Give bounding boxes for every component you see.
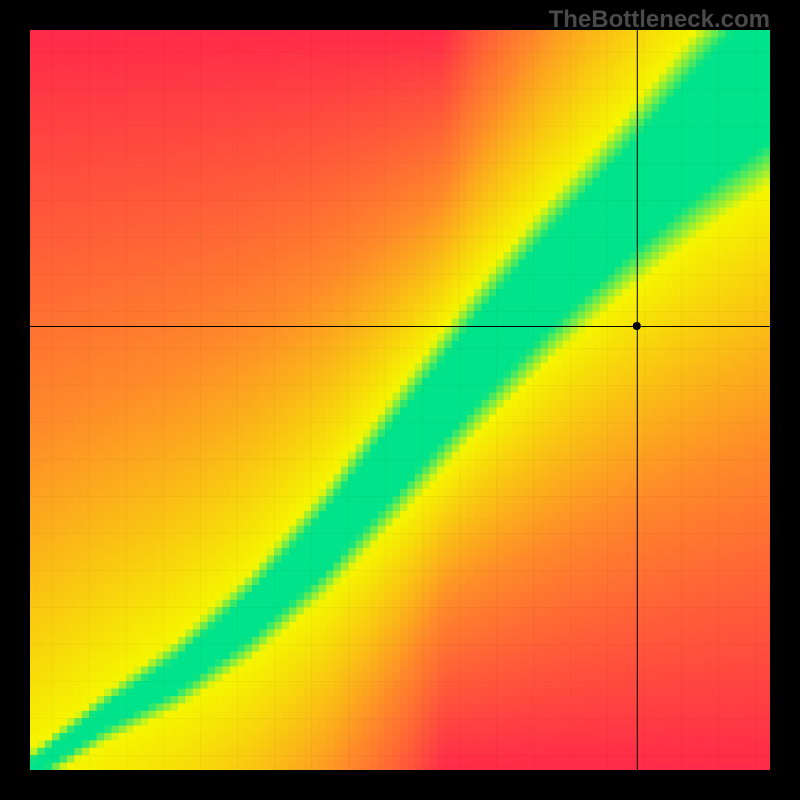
plot-area: [30, 30, 770, 770]
watermark-text: TheBottleneck.com: [549, 6, 770, 34]
chart-container: TheBottleneck.com: [0, 0, 800, 800]
heatmap-canvas: [30, 30, 770, 770]
